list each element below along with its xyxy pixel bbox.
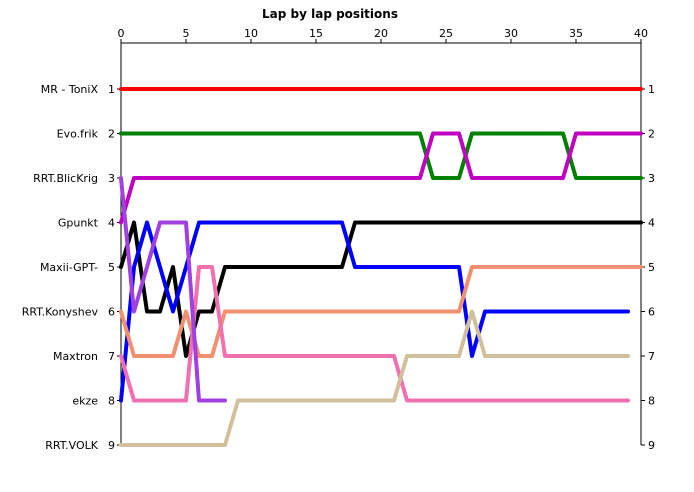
y-tick-label-right: 2 <box>648 128 655 141</box>
y-tick-label-right: 7 <box>648 350 655 363</box>
x-tick-label: 40 <box>634 27 648 40</box>
x-tick-label: 35 <box>569 27 583 40</box>
series-line <box>119 265 643 358</box>
x-tick-label: 20 <box>374 27 388 40</box>
y-tick-label-right: 4 <box>648 217 655 230</box>
series-lines <box>119 87 643 447</box>
x-tick-label: 15 <box>309 27 323 40</box>
driver-name-label: ekze <box>72 395 98 408</box>
driver-name-label: Evo.frik <box>57 128 99 141</box>
y-tick-label-right: 6 <box>648 306 655 319</box>
y-tick-label-left: 9 <box>108 439 115 452</box>
series-line <box>119 131 643 225</box>
series-line <box>119 220 643 358</box>
y-tick-label-left: 2 <box>108 128 115 141</box>
y-axis-right-ticks: 1 2 3 4 5 6 7 8 9 <box>641 83 655 452</box>
y-tick-label-right: 1 <box>648 83 655 96</box>
driver-name-label: RRT.BlicKrig <box>33 172 98 185</box>
y-tick-label-left: 1 <box>108 83 115 96</box>
y-tick-label-left: 6 <box>108 306 115 319</box>
y-tick-label-right: 9 <box>648 439 655 452</box>
x-tick-label: 25 <box>439 27 453 40</box>
x-tick-label: 0 <box>118 27 125 40</box>
y-tick-label-right: 8 <box>648 395 655 408</box>
y-tick-label-left: 8 <box>108 395 115 408</box>
driver-name-label: RRT.VOLK <box>45 439 99 452</box>
driver-name-label: Maxtron <box>53 350 98 363</box>
series-line <box>119 220 630 403</box>
driver-labels: MR - ToniX Evo.frik RRT.BlicKrig Gpunkt Maxi… <box>22 83 99 452</box>
driver-name-label: MR - ToniX <box>41 83 99 96</box>
driver-name-label: Maxii-GPT- <box>40 261 98 274</box>
y-axis-left-ticks: 1 2 3 4 5 6 7 8 9 <box>108 83 121 452</box>
chart-title: Lap by lap positions <box>262 7 398 21</box>
x-tick-label: 10 <box>244 27 258 40</box>
y-tick-label-right: 3 <box>648 172 655 185</box>
series-line <box>119 265 630 403</box>
x-tick-label: 30 <box>504 27 518 40</box>
x-axis-ticks: 0 5 10 15 20 25 30 35 40 <box>118 27 648 43</box>
y-tick-label-left: 5 <box>108 261 115 274</box>
driver-name-label: RRT.Konyshev <box>22 306 99 319</box>
y-tick-label-left: 4 <box>108 217 115 230</box>
driver-name-label: Gpunkt <box>58 217 99 230</box>
y-tick-label-left: 7 <box>108 350 115 363</box>
x-tick-label: 5 <box>183 27 190 40</box>
y-tick-label-right: 5 <box>648 261 655 274</box>
y-tick-label-left: 3 <box>108 172 115 185</box>
series-line <box>119 309 630 447</box>
series-line <box>119 176 227 403</box>
